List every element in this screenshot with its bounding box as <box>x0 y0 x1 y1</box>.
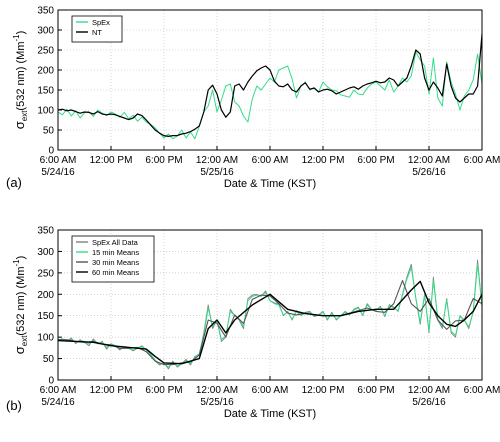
y-axis-title-part: ) <box>15 31 27 35</box>
y-tick-label: 350 <box>37 226 54 237</box>
x-tick-label: 12:00 PM <box>90 155 133 166</box>
legend-box <box>71 235 155 283</box>
y-tick-label: 100 <box>37 106 54 117</box>
x-tick-label: 12:00 AM <box>408 385 450 396</box>
panel-label: (b) <box>6 398 22 413</box>
y-tick-label: 0 <box>48 376 54 387</box>
x-tick-date-label: 5/24/16 <box>41 167 75 178</box>
y-tick-label: 150 <box>37 86 54 97</box>
y-tick-label: 0 <box>48 146 54 157</box>
legend-label: 30 min Means <box>92 258 139 267</box>
x-tick-label: 12:00 PM <box>90 385 133 396</box>
legend-label: 15 min Means <box>92 248 139 257</box>
x-tick-label: 6:00 PM <box>145 155 182 166</box>
x-tick-date-label: 5/25/16 <box>200 167 234 178</box>
y-axis-title-part: (532 nm) (Mm <box>15 42 27 111</box>
legend-label: NT <box>92 28 102 37</box>
panel-label: (a) <box>6 175 22 190</box>
x-tick-label: 12:00 PM <box>302 385 345 396</box>
y-tick-label: 200 <box>37 66 54 77</box>
y-tick-label: 100 <box>37 333 54 344</box>
legend-label: 60 min Means <box>92 268 139 277</box>
x-tick-label: 6:00 AM <box>252 385 289 396</box>
y-axis-title-part: ext <box>20 110 29 121</box>
x-tick-label: 6:00 AM <box>40 385 77 396</box>
x-tick-label: 12:00 AM <box>408 155 450 166</box>
x-tick-label: 12:00 AM <box>196 155 238 166</box>
y-axis-title-part: σ <box>12 121 27 129</box>
series-line-spex <box>57 51 483 140</box>
y-axis-title-part: σ <box>12 346 27 354</box>
y-tick-label: 300 <box>37 26 54 37</box>
legend-label: SpEx <box>92 18 110 27</box>
x-tick-label: 12:00 PM <box>302 155 345 166</box>
y-tick-label: 350 <box>37 6 54 17</box>
x-tick-label: 12:00 AM <box>196 385 238 396</box>
x-tick-label: 6:00 PM <box>357 155 394 166</box>
y-axis-title: σext(532 nm) (Mm-1) <box>12 31 29 130</box>
y-axis-title-part: ) <box>15 256 27 260</box>
x-tick-label: 6:00 AM <box>252 155 289 166</box>
series-line-30-min-means <box>58 280 483 366</box>
y-axis-title: σext(532 nm) (Mm-1) <box>12 256 29 355</box>
x-axis-title: Date & Time (KST) <box>224 408 316 420</box>
y-tick-label: 50 <box>43 354 55 365</box>
x-tick-label: 6:00 PM <box>357 385 394 396</box>
y-tick-label: 250 <box>37 268 54 279</box>
x-tick-date-label: 5/26/16 <box>412 397 446 408</box>
legend-box <box>71 15 123 43</box>
y-axis-title-part: -1 <box>12 259 21 267</box>
x-tick-label: 6:00 PM <box>145 385 182 396</box>
y-tick-label: 200 <box>37 290 54 301</box>
x-tick-label: 6:00 AM <box>464 155 500 166</box>
y-tick-label: 300 <box>37 247 54 258</box>
x-axis-title: Date & Time (KST) <box>224 178 316 190</box>
x-tick-label: 6:00 AM <box>40 155 77 166</box>
series-line-nt <box>57 33 483 137</box>
x-tick-date-label: 5/24/16 <box>41 397 75 408</box>
series-line-60-min-means <box>57 280 483 365</box>
y-axis-title-part: (532 nm) (Mm <box>15 267 27 336</box>
legend-label: SpEx All Data <box>92 238 139 247</box>
y-tick-label: 50 <box>43 126 55 137</box>
x-tick-date-label: 5/25/16 <box>200 397 234 408</box>
y-axis-title-part: -1 <box>12 34 21 42</box>
x-tick-date-label: 5/26/16 <box>412 167 446 178</box>
y-axis-title-part: ext <box>20 335 29 346</box>
y-tick-label: 150 <box>37 311 54 322</box>
y-tick-label: 250 <box>37 46 54 57</box>
x-tick-label: 6:00 AM <box>464 385 500 396</box>
